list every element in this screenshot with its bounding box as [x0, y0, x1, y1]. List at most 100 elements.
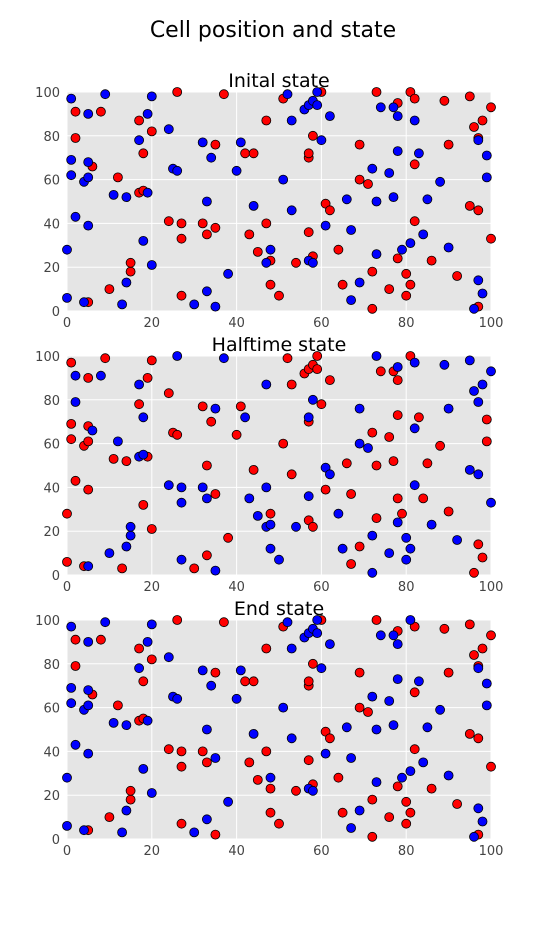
red-cell-point: [409, 159, 420, 170]
red-cell-point: [125, 266, 136, 277]
red-cell-point: [354, 702, 365, 713]
red-cell-point: [337, 807, 348, 818]
x-tick-label: 100: [479, 316, 504, 331]
red-cell-point: [138, 148, 149, 159]
blue-cell-point: [354, 438, 365, 449]
red-cell-point: [176, 761, 187, 772]
blue-cell-point: [66, 683, 77, 693]
red-cell-point: [303, 148, 314, 159]
blue-cell-point: [371, 777, 382, 787]
red-cell-point: [426, 783, 437, 794]
blue-cell-point: [371, 724, 382, 735]
red-cell-point: [452, 799, 463, 809]
red-cell-point: [138, 499, 149, 510]
red-cell-point: [172, 429, 183, 440]
blue-cell-point: [121, 720, 132, 730]
red-cell-point: [274, 818, 284, 829]
blue-cell-point: [125, 530, 136, 541]
red-cell-point: [134, 115, 145, 126]
blue-cell-point: [481, 172, 492, 183]
blue-cell-point: [371, 351, 382, 361]
blue-cell-point: [422, 194, 433, 205]
red-cell-point: [324, 205, 335, 216]
y-tick-label: 80: [43, 394, 60, 409]
blue-cell-point: [397, 772, 407, 783]
blue-cell-point: [176, 554, 187, 565]
blue-cell-point: [435, 704, 446, 715]
blue-cell-point: [346, 753, 357, 763]
blue-cell-point: [146, 788, 157, 798]
blue-cell-point: [83, 637, 94, 647]
red-cell-point: [346, 489, 357, 499]
blue-cell-point: [286, 733, 297, 744]
blue-cell-point: [83, 109, 94, 119]
y-tick-label: 40: [43, 481, 60, 496]
y-tick-label: 60: [43, 438, 60, 453]
red-cell-point: [218, 617, 229, 628]
y-tick-label: 60: [43, 702, 60, 717]
blue-cell-point: [197, 482, 208, 493]
red-cell-point: [409, 687, 420, 698]
red-cell-point: [481, 436, 492, 447]
y-tick-label: 100: [35, 614, 60, 629]
blue-cell-point: [66, 170, 77, 181]
red-cell-point: [172, 615, 183, 625]
blue-cell-point: [473, 663, 484, 674]
blue-cell-point: [138, 235, 149, 246]
y-tick-label: 100: [35, 86, 60, 101]
red-cell-point: [401, 268, 412, 279]
red-cell-point: [486, 761, 496, 772]
blue-cell-point: [70, 211, 81, 222]
blue-cell-point: [481, 150, 492, 161]
red-cell-point: [409, 93, 420, 104]
red-cell-point: [303, 227, 314, 238]
axis-ticks: 0 20 40 60 80 100 0 20 40 60 80 100: [35, 86, 503, 331]
red-cell-point: [464, 200, 475, 211]
red-cell-point: [337, 279, 348, 290]
red-cell-point: [108, 453, 119, 464]
blue-cell-point: [218, 353, 229, 364]
red-cell-point: [384, 812, 395, 822]
red-cell-point: [307, 521, 318, 532]
blue-cell-point: [189, 827, 200, 838]
blue-cell-point: [320, 748, 331, 759]
red-cell-point: [452, 271, 463, 281]
red-cell-point: [240, 676, 251, 687]
plot-area: [67, 92, 491, 311]
red-cell-point: [189, 563, 200, 574]
red-cell-point: [146, 126, 157, 137]
blue-cell-point: [70, 370, 81, 381]
red-cell-point: [473, 205, 484, 216]
red-cell-point: [96, 634, 106, 645]
blue-cell-point: [96, 370, 106, 381]
blue-cell-point: [388, 720, 399, 730]
red-cell-point: [307, 658, 318, 669]
red-cell-point: [303, 676, 314, 687]
red-cell-point: [70, 475, 81, 486]
red-cell-point: [210, 829, 221, 840]
y-tick-label: 40: [43, 745, 60, 760]
red-cell-point: [371, 513, 382, 523]
blue-cell-point: [66, 621, 77, 632]
blue-cell-point: [324, 469, 335, 480]
red-cell-point: [274, 290, 284, 301]
blue-cell-point: [134, 379, 145, 390]
blue-cell-point: [252, 511, 263, 521]
blue-cell-point: [316, 663, 327, 674]
blue-cell-point: [371, 249, 382, 260]
blue-cell-point: [443, 770, 454, 781]
x-tick-label: 0: [63, 844, 71, 859]
blue-cell-point: [134, 135, 145, 146]
red-cell-point: [104, 812, 115, 822]
blue-cell-point: [324, 639, 335, 649]
red-cell-point: [320, 484, 331, 495]
red-cell-point: [405, 279, 416, 290]
blue-cell-point: [197, 665, 208, 676]
blue-cell-point: [307, 257, 318, 268]
blue-cell-point: [201, 814, 212, 825]
red-cell-point: [405, 807, 416, 818]
blue-cell-point: [265, 772, 276, 783]
red-cell-point: [307, 130, 318, 141]
blue-cell-point: [363, 443, 373, 453]
red-cell-point: [265, 783, 276, 794]
